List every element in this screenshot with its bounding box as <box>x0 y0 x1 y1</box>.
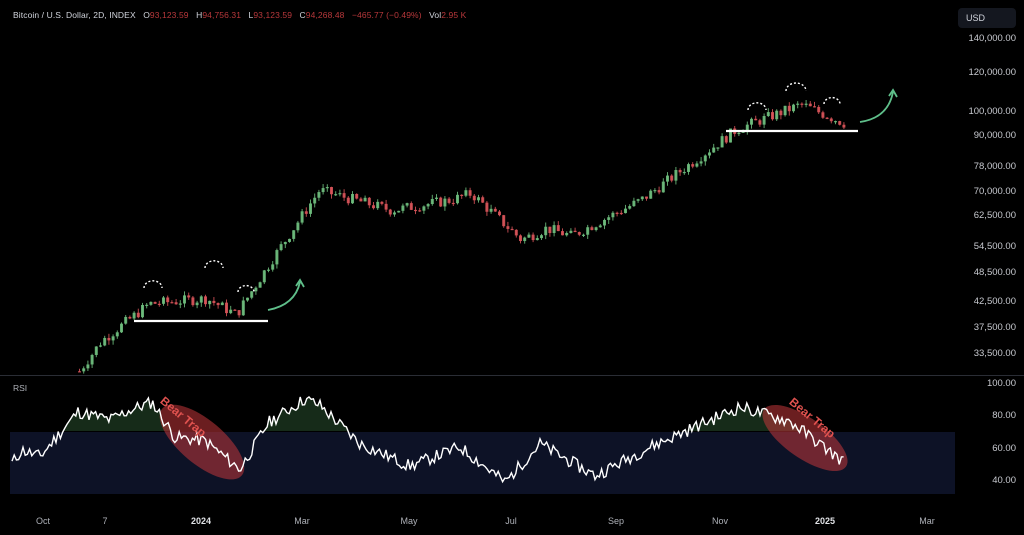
price-tick: 42,500.00 <box>973 296 1016 307</box>
candlestick-series <box>78 100 846 374</box>
price-tick: 140,000.00 <box>968 33 1016 44</box>
low-value: 93,123.59 <box>253 10 293 20</box>
close-value: 94,268.48 <box>305 10 345 20</box>
chart-legend: Bitcoin / U.S. Dollar, 2D, INDEX O93,123… <box>13 10 466 20</box>
close-label: C <box>299 10 306 20</box>
price-tick: 100,000.00 <box>968 106 1016 117</box>
price-tick: 62,500.00 <box>973 210 1016 221</box>
open-label: O <box>143 10 150 20</box>
time-tick: Mar <box>294 516 310 526</box>
price-tick: 70,000.00 <box>973 186 1016 197</box>
time-tick: 2025 <box>814 516 836 526</box>
time-tick: 2024 <box>190 516 212 526</box>
rsi-tick: 80.00 <box>992 410 1016 421</box>
time-tick: Oct <box>35 516 51 526</box>
price-tick: 48,500.00 <box>973 267 1016 278</box>
high-label: H <box>196 10 203 20</box>
low-label: L <box>248 10 254 20</box>
volume-label: Vol <box>429 10 442 20</box>
price-tick: 90,000.00 <box>973 130 1016 141</box>
price-tick: 54,500.00 <box>973 241 1016 252</box>
time-tick: Jul <box>505 516 517 526</box>
open-value: 93,123.59 <box>149 10 189 20</box>
rsi-series <box>11 395 848 484</box>
price-tick: 33,500.00 <box>973 348 1016 359</box>
symbol-title: Bitcoin / U.S. Dollar, 2D, INDEX <box>13 10 136 20</box>
volume-value: 2.95 K <box>441 10 467 20</box>
price-tick: 37,500.00 <box>973 322 1016 333</box>
time-tick: Nov <box>711 516 729 526</box>
rsi-tick: 60.00 <box>992 443 1016 454</box>
change-value: −465.77 (−0.49%) <box>351 10 422 20</box>
time-tick: Mar <box>919 516 935 526</box>
currency-button[interactable]: USD <box>958 8 1016 28</box>
high-value: 94,756.31 <box>202 10 242 20</box>
rsi-pane-title: RSI <box>13 383 28 393</box>
rsi-tick: 40.00 <box>992 475 1016 486</box>
rsi-tick: 100.00 <box>986 378 1016 389</box>
price-tick: 78,000.00 <box>973 161 1016 172</box>
price-tick: 120,000.00 <box>968 67 1016 78</box>
drawing-overlays <box>134 82 898 323</box>
time-tick: May <box>400 516 418 526</box>
time-tick: 7 <box>102 516 108 526</box>
time-tick: Sep <box>607 516 625 526</box>
